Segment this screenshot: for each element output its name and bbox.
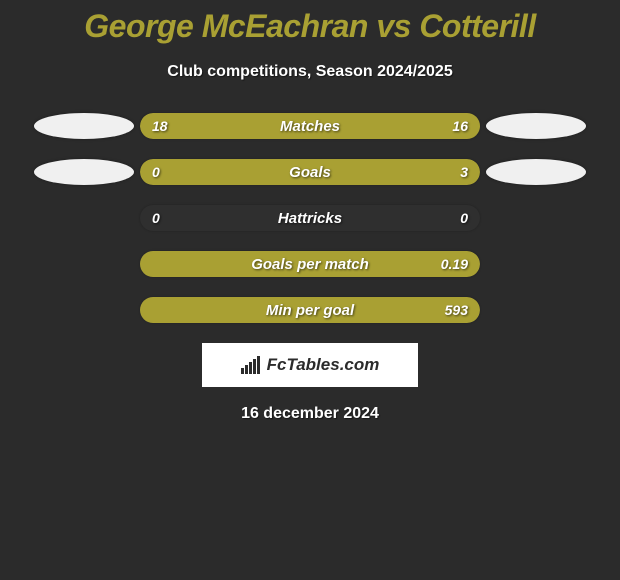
stat-value-left: 18: [152, 113, 168, 139]
stat-row: Min per goal593: [0, 297, 620, 323]
avatar-slot-left: [28, 159, 140, 185]
avatar-slot-right: [480, 159, 592, 185]
stats-rows: Matches1816Goals03Hattricks00Goals per m…: [0, 113, 620, 323]
stat-bar: Hattricks0 0: [140, 205, 480, 231]
barchart-icon: [241, 356, 261, 374]
player-avatar-left: [34, 159, 134, 185]
stat-bar: Matches18 16: [140, 113, 480, 139]
stat-bar: Goals per match0.19: [140, 251, 480, 277]
avatar-slot-right: [480, 113, 592, 139]
stat-value-left: 0: [152, 159, 160, 185]
page-title: George McEachran vs Cotterill: [0, 0, 620, 45]
date-text: 16 december 2024: [0, 405, 620, 423]
stat-bar: Goals0 3: [140, 159, 480, 185]
stat-row: Matches18 16: [0, 113, 620, 139]
stat-label: Goals: [140, 159, 480, 185]
stat-row: Goals per match0.19: [0, 251, 620, 277]
player-avatar-left: [34, 113, 134, 139]
logo-text: FcTables.com: [267, 355, 380, 375]
stat-value-left: 0: [152, 205, 160, 231]
stat-label: Hattricks: [140, 205, 480, 231]
stat-label: Goals per match: [140, 251, 480, 277]
stat-row: Hattricks0 0: [0, 205, 620, 231]
stat-value-right: 0: [460, 205, 468, 231]
avatar-slot-left: [28, 113, 140, 139]
stat-value-right: 3: [460, 159, 468, 185]
stat-value-right: 593: [445, 297, 468, 323]
comparison-infographic: George McEachran vs Cotterill Club compe…: [0, 0, 620, 580]
logo-box: FcTables.com: [202, 343, 418, 387]
page-subtitle: Club competitions, Season 2024/2025: [0, 63, 620, 81]
stat-label: Matches: [140, 113, 480, 139]
stat-value-right: 0.19: [441, 251, 468, 277]
stat-bar: Min per goal593: [140, 297, 480, 323]
stat-value-right: 16: [452, 113, 468, 139]
player-avatar-right: [486, 159, 586, 185]
stat-row: Goals0 3: [0, 159, 620, 185]
player-avatar-right: [486, 113, 586, 139]
stat-label: Min per goal: [140, 297, 480, 323]
